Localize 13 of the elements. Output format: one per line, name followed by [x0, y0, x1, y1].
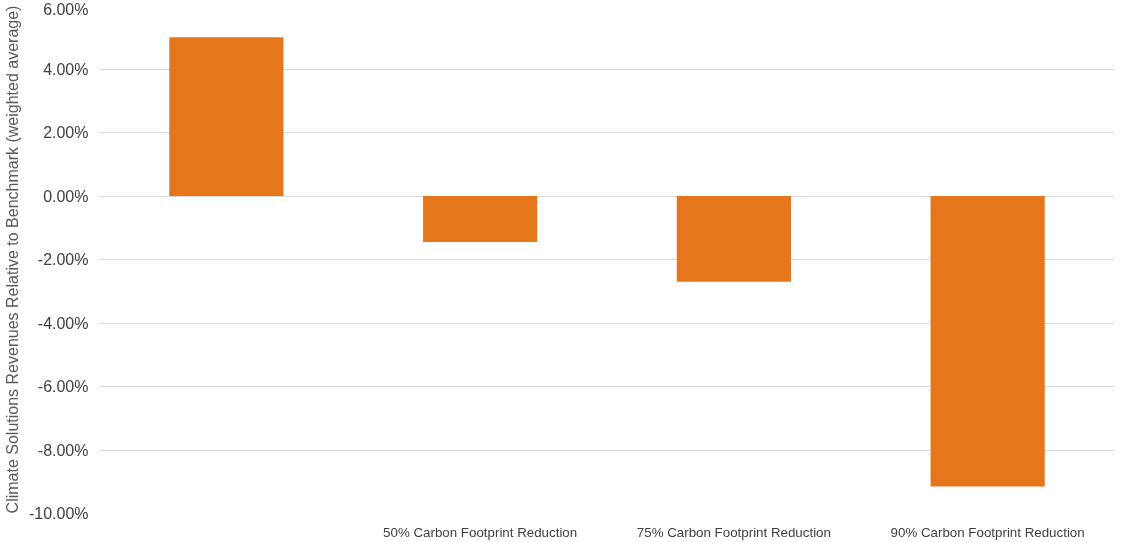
- x-tick-label: 50% Carbon Footprint Reduction: [383, 524, 578, 540]
- y-tick-label: -2.00%: [37, 251, 89, 268]
- y-tick-label: -4.00%: [37, 314, 89, 332]
- x-tick-label: 90% Carbon Footprint Reduction: [890, 524, 1085, 540]
- y-tick-label: -10.00%: [28, 505, 89, 522]
- x-tick-label: 75% Carbon Footprint Reduction: [636, 524, 831, 540]
- y-tick-label: 0.00%: [43, 187, 89, 205]
- y-axis-title: Climate Solutions Revenues Relative to Benchmark (weighted average): [3, 5, 21, 514]
- y-tick-label: 2.00%: [43, 124, 89, 141]
- y-tick-label: 6.00%: [43, 0, 89, 18]
- y-tick-label: -6.00%: [37, 378, 89, 395]
- y-tick-label: -8.00%: [37, 441, 89, 459]
- y-tick-label: 4.00%: [43, 60, 89, 78]
